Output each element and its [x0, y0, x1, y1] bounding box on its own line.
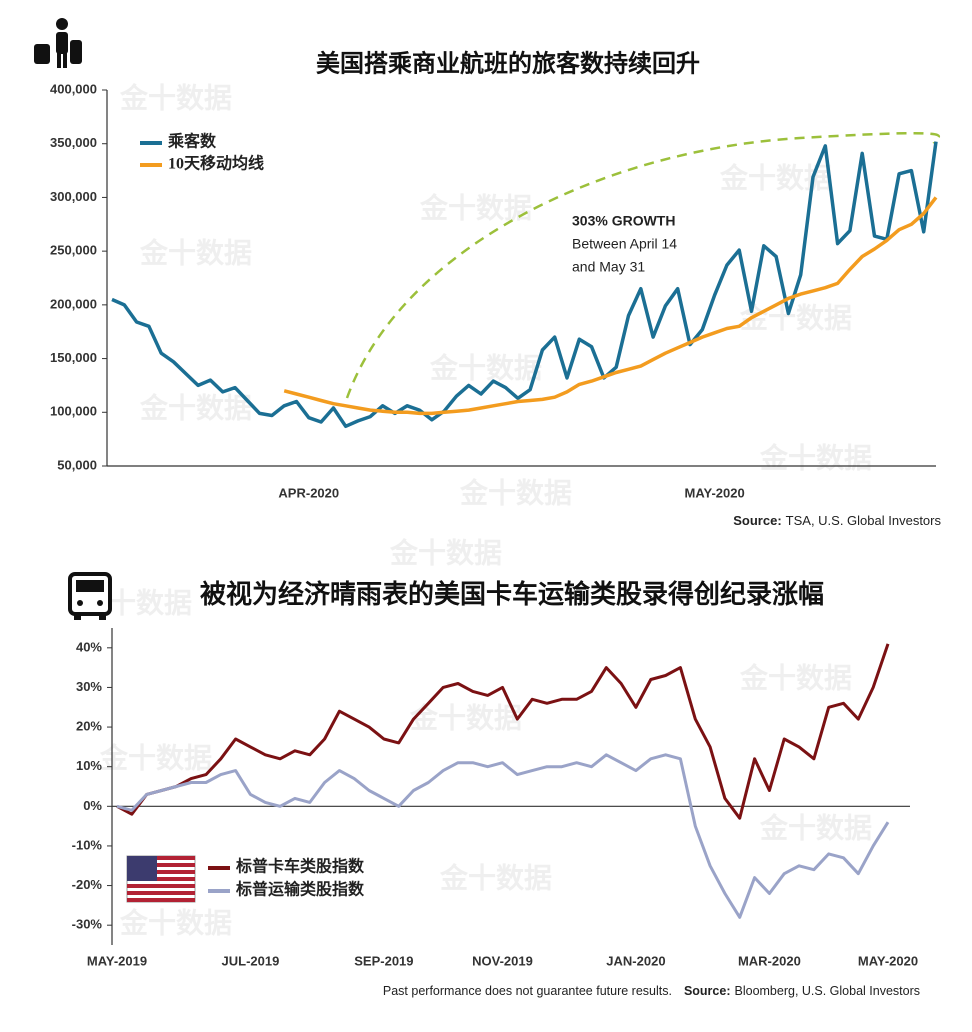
- watermark: 金十数据: [759, 441, 872, 473]
- y-tick-label: -10%: [72, 837, 103, 852]
- legend-label: 标普卡车类股指数: [235, 857, 365, 876]
- source-text: Bloomberg, U.S. Global Investors: [735, 984, 921, 998]
- x-tick-label: JAN-2020: [606, 953, 665, 968]
- watermark: 金十数据: [719, 161, 832, 193]
- y-tick-label: 30%: [76, 679, 102, 694]
- watermark: 金十数据: [139, 391, 252, 423]
- annotation-line: Between April 14: [572, 236, 677, 252]
- y-tick-label: 10%: [76, 758, 102, 773]
- watermark: 金十数据: [739, 301, 852, 333]
- x-tick-label: JUL-2019: [222, 953, 280, 968]
- annotation-title: 303% GROWTH: [572, 213, 675, 229]
- traveler-icon: [34, 18, 82, 68]
- watermarks: 金十数据 金十数据 金十数据 金十数据 金十数据 金十数据 金十数据 金十数据 …: [79, 81, 872, 938]
- watermark: 金十数据: [759, 811, 872, 843]
- y-tick-label: 300,000: [50, 189, 97, 204]
- source-text: TSA, U.S. Global Investors: [786, 513, 942, 528]
- y-tick-label: -30%: [72, 917, 103, 932]
- x-tick-label: MAY-2020: [685, 485, 745, 500]
- y-tick-label: 250,000: [50, 243, 97, 258]
- chart-title: 被视为经济晴雨表的美国卡车运输类股录得创纪录涨幅: [200, 579, 824, 609]
- y-tick-label: 50,000: [57, 457, 97, 472]
- series-line: [116, 643, 890, 820]
- us-flag: [126, 855, 196, 903]
- series-line: [283, 196, 938, 416]
- x-tick-label: MAY-2020: [858, 953, 918, 968]
- x-tick-label: MAR-2020: [738, 953, 801, 968]
- source-label: Source:: [733, 513, 781, 528]
- watermark: 金十数据: [739, 661, 852, 693]
- source: Source: TSA, U.S. Global Investors: [733, 513, 941, 528]
- watermark: 金十数据: [99, 741, 212, 773]
- x-tick-label: SEP-2019: [354, 953, 413, 968]
- series-line: [116, 753, 890, 919]
- truck-icon: [68, 572, 112, 620]
- watermark: 金十数据: [389, 536, 502, 568]
- y-tick-label: 20%: [76, 719, 102, 734]
- y-tick-label: 100,000: [50, 404, 97, 419]
- legend-label: 10天移动均线: [168, 154, 264, 173]
- watermark: 金十数据: [409, 701, 522, 733]
- disclaimer: Past performance does not guarantee futu…: [383, 984, 672, 998]
- x-tick-label: APR-2020: [278, 485, 339, 500]
- annotation-line: and May 31: [572, 259, 645, 275]
- watermark: 金十数据: [429, 351, 542, 383]
- footer: Past performance does not guarantee futu…: [383, 984, 920, 998]
- y-tick-label: 200,000: [50, 296, 97, 311]
- y-tick-label: 350,000: [50, 135, 97, 150]
- x-tick-label: NOV-2019: [472, 953, 533, 968]
- watermark: 金十数据: [439, 861, 552, 893]
- x-tick-label: MAY-2019: [87, 953, 147, 968]
- watermark: 金十数据: [139, 236, 252, 268]
- watermark: 金十数据: [419, 191, 532, 223]
- watermark: 金十数据: [119, 81, 232, 113]
- legend-label: 标普运输类股指数: [235, 880, 365, 899]
- y-tick-label: 40%: [76, 639, 102, 654]
- y-tick-label: 400,000: [50, 81, 97, 96]
- series-line: [111, 141, 938, 429]
- watermark: 金十数据: [119, 906, 232, 938]
- y-tick-label: -20%: [72, 877, 103, 892]
- watermark: 金十数据: [459, 476, 572, 508]
- growth-arc: [345, 131, 941, 399]
- legend-label: 乘客数: [167, 132, 217, 151]
- source-label: Source:: [684, 984, 731, 998]
- y-tick-label: 150,000: [50, 350, 97, 365]
- chart-title: 美国搭乘商业航班的旅客数持续回升: [316, 50, 700, 78]
- y-tick-label: 0%: [83, 798, 102, 813]
